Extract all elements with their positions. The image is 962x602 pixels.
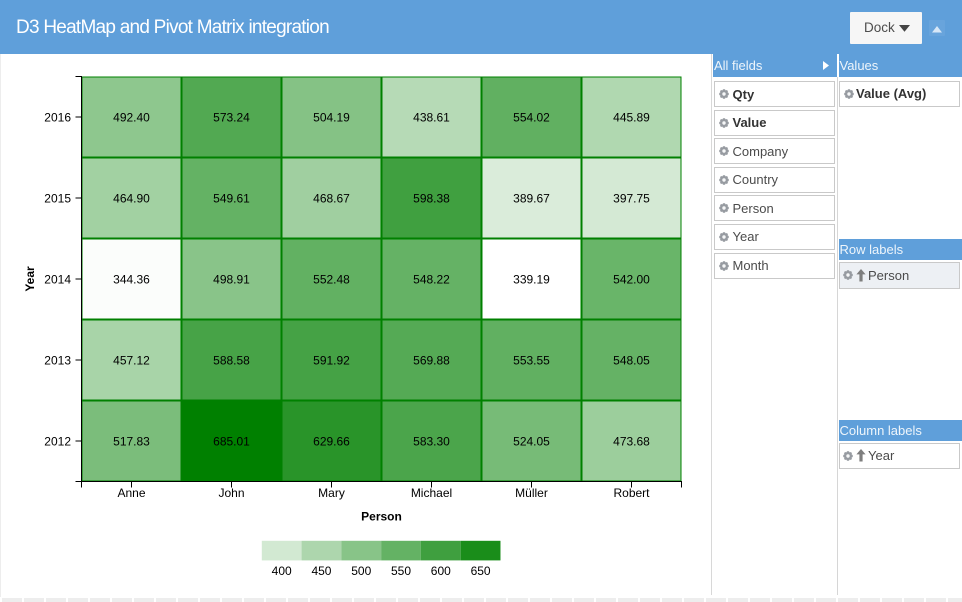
svg-text:Müller: Müller <box>515 486 548 500</box>
svg-text:550: 550 <box>391 564 411 578</box>
svg-text:549.61: 549.61 <box>213 191 250 205</box>
svg-text:573.24: 573.24 <box>213 110 250 124</box>
svg-text:457.12: 457.12 <box>113 353 150 367</box>
svg-text:569.88: 569.88 <box>413 353 450 367</box>
svg-text:504.19: 504.19 <box>313 110 350 124</box>
svg-text:588.58: 588.58 <box>213 353 250 367</box>
svg-text:400: 400 <box>272 564 292 578</box>
svg-text:685.01: 685.01 <box>213 434 250 448</box>
svg-text:500: 500 <box>351 564 371 578</box>
svg-text:542.00: 542.00 <box>613 272 650 286</box>
svg-text:524.05: 524.05 <box>513 434 550 448</box>
svg-text:2016: 2016 <box>44 110 71 124</box>
svg-text:473.68: 473.68 <box>613 434 650 448</box>
svg-text:450: 450 <box>311 564 331 578</box>
svg-text:629.66: 629.66 <box>313 434 350 448</box>
svg-text:583.30: 583.30 <box>413 434 450 448</box>
svg-text:397.75: 397.75 <box>613 191 650 205</box>
svg-text:389.67: 389.67 <box>513 191 550 205</box>
svg-text:598.38: 598.38 <box>413 191 450 205</box>
svg-text:344.36: 344.36 <box>113 272 150 286</box>
svg-text:Anne: Anne <box>117 486 145 500</box>
svg-text:Year: Year <box>23 266 37 292</box>
svg-text:339.19: 339.19 <box>513 272 550 286</box>
svg-text:John: John <box>218 486 244 500</box>
svg-text:492.40: 492.40 <box>113 110 150 124</box>
svg-text:Person: Person <box>361 510 402 524</box>
svg-text:650: 650 <box>471 564 491 578</box>
svg-text:591.92: 591.92 <box>313 353 350 367</box>
svg-text:464.90: 464.90 <box>113 191 150 205</box>
svg-text:Michael: Michael <box>411 486 452 500</box>
svg-text:Robert: Robert <box>613 486 650 500</box>
svg-text:548.22: 548.22 <box>413 272 450 286</box>
svg-text:498.91: 498.91 <box>213 272 250 286</box>
svg-text:2014: 2014 <box>44 272 71 286</box>
svg-text:445.89: 445.89 <box>613 110 650 124</box>
svg-text:468.67: 468.67 <box>313 191 350 205</box>
svg-text:2015: 2015 <box>44 191 71 205</box>
svg-text:2013: 2013 <box>44 353 71 367</box>
svg-text:438.61: 438.61 <box>413 110 450 124</box>
svg-text:548.05: 548.05 <box>613 353 650 367</box>
svg-text:554.02: 554.02 <box>513 110 550 124</box>
svg-text:552.48: 552.48 <box>313 272 350 286</box>
svg-text:2012: 2012 <box>44 434 71 448</box>
svg-text:600: 600 <box>431 564 451 578</box>
svg-text:553.55: 553.55 <box>513 353 550 367</box>
svg-text:517.83: 517.83 <box>113 434 150 448</box>
svg-text:Mary: Mary <box>318 486 345 500</box>
